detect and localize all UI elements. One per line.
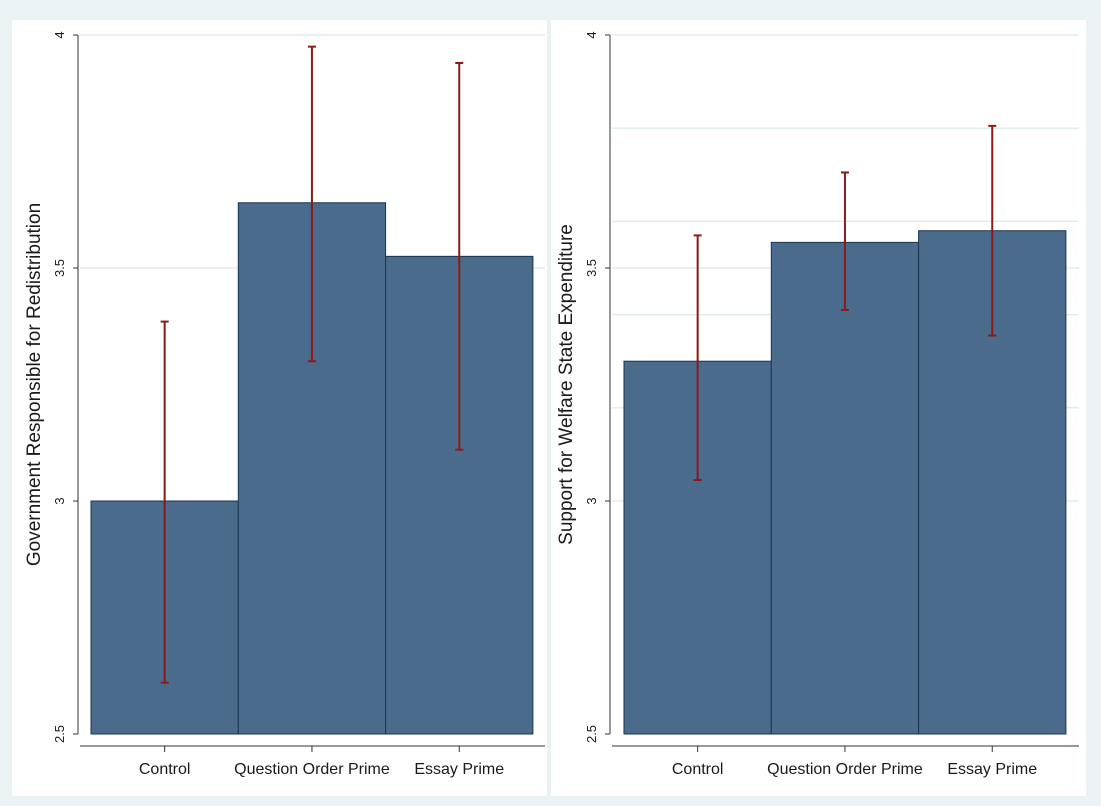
error-bar	[455, 61, 464, 451]
chart-panel-2: 2.5 3 3.5 4 Control Question Order Prime Essay…	[551, 20, 1086, 796]
y-tick-label: 2.5	[584, 725, 599, 743]
y-axis-title: Support for Welfare State Expenditure	[556, 224, 577, 545]
chart-panel-1: 2.5 3 3.5 4 Control Question Order Prime Essay…	[12, 20, 547, 796]
bar-question-order-prime	[770, 241, 920, 735]
y-tick-label: 2.5	[52, 725, 67, 743]
bar-question-order-prime	[237, 202, 387, 735]
x-tick-label: Question Order Prime	[767, 761, 923, 778]
y-tick-label: 3	[52, 497, 67, 504]
x-tick-label: Control	[139, 761, 191, 778]
y-tick-label: 3.5	[584, 259, 599, 277]
x-tick-label: Control	[672, 761, 724, 778]
y-tick-label: 3	[584, 497, 599, 504]
error-bar	[307, 45, 316, 363]
error-bar	[693, 234, 702, 482]
x-tick-label: Essay Prime	[414, 761, 504, 778]
y-tick-label: 4	[52, 31, 67, 38]
error-bar	[160, 320, 169, 684]
y-axis-title: Government Responsible for Redistributio…	[24, 203, 45, 566]
y-tick-label: 3.5	[52, 259, 67, 277]
x-tick-label: Question Order Prime	[234, 761, 390, 778]
y-tick-label: 4	[584, 31, 599, 38]
x-tick-label: Essay Prime	[947, 761, 1037, 778]
error-bar	[988, 124, 997, 337]
error-bar	[840, 171, 849, 311]
